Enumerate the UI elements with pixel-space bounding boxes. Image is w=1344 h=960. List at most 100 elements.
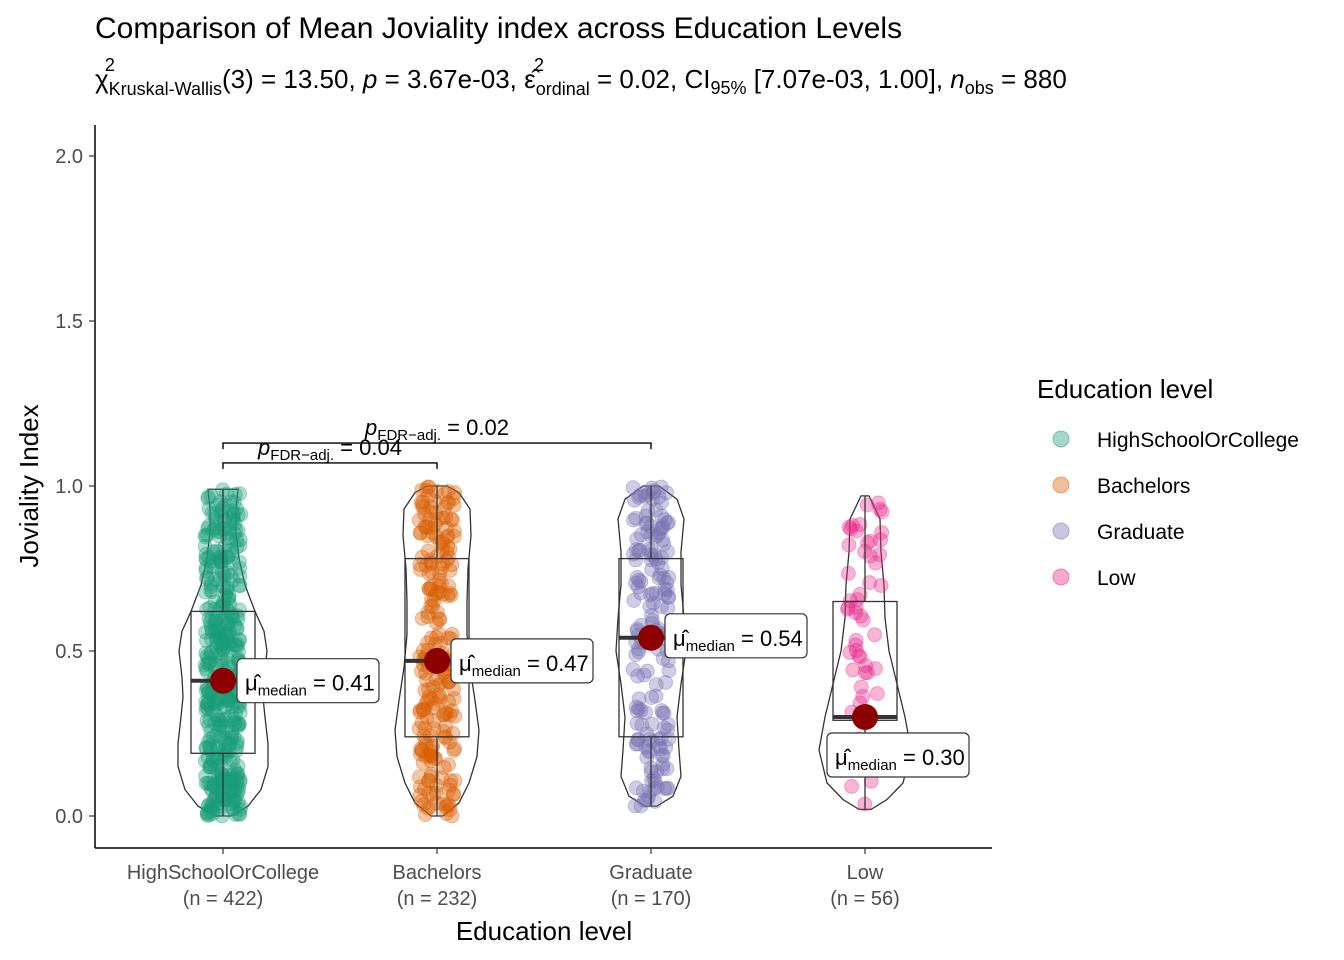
bracket-p-value: = 0.02 xyxy=(441,415,509,440)
data-point xyxy=(228,781,244,797)
data-point xyxy=(656,720,672,736)
data-point xyxy=(198,740,214,756)
data-point xyxy=(204,783,220,798)
data-point xyxy=(201,500,217,516)
data-point xyxy=(208,692,224,708)
data-point xyxy=(228,706,243,722)
data-point xyxy=(430,511,446,527)
data-point xyxy=(441,782,457,798)
data-point xyxy=(206,695,222,710)
data-point xyxy=(216,730,232,746)
data-point xyxy=(229,621,245,637)
data-point xyxy=(418,482,434,498)
data-point xyxy=(229,608,245,624)
data-point xyxy=(221,743,237,759)
data-point xyxy=(423,766,439,782)
data-point xyxy=(444,557,460,573)
df-text: (3) = 13.50, xyxy=(222,64,363,94)
data-point xyxy=(421,785,437,801)
data-point xyxy=(200,775,216,791)
data-point xyxy=(446,742,462,758)
legend-label-Graduate: Graduate xyxy=(1097,521,1185,544)
data-point xyxy=(421,566,437,581)
data-point xyxy=(220,548,236,564)
data-point xyxy=(203,759,219,775)
legend-label-Bachelors: Bachelors xyxy=(1097,475,1190,498)
data-point xyxy=(840,600,856,616)
data-point xyxy=(214,564,230,580)
data-point xyxy=(639,750,655,765)
data-point xyxy=(840,601,856,617)
data-point xyxy=(852,649,868,665)
effect-subscript: ordinal xyxy=(535,79,590,100)
data-point xyxy=(220,652,236,668)
data-point xyxy=(199,807,215,823)
data-point xyxy=(845,662,861,678)
data-point xyxy=(442,734,458,750)
data-point xyxy=(223,567,239,583)
data-point xyxy=(232,632,248,648)
data-point xyxy=(201,650,216,666)
data-point xyxy=(425,700,441,716)
data-point xyxy=(644,690,659,705)
data-point xyxy=(629,531,645,547)
legend: Education level HighSchoolOrCollege Bache… xyxy=(1037,374,1299,590)
data-point xyxy=(442,562,458,578)
data-point xyxy=(638,739,654,755)
data-point xyxy=(414,549,430,565)
data-point xyxy=(221,623,237,639)
data-point xyxy=(442,585,458,601)
data-point xyxy=(210,523,226,539)
data-point xyxy=(200,490,216,506)
data-point xyxy=(214,781,230,797)
data-point xyxy=(416,506,432,522)
data-point xyxy=(225,800,241,816)
data-point xyxy=(417,519,433,535)
data-point xyxy=(203,582,219,598)
data-point xyxy=(654,508,670,524)
data-point xyxy=(654,560,670,576)
data-point xyxy=(207,706,223,721)
data-point xyxy=(432,612,448,628)
data-point xyxy=(418,737,434,753)
data-point xyxy=(661,731,677,747)
data-point xyxy=(197,657,213,673)
data-point xyxy=(842,644,858,660)
data-point xyxy=(420,800,436,816)
data-point xyxy=(628,736,644,752)
x-tick-label-HighSchoolOrCollege: HighSchoolOrCollege xyxy=(127,862,319,884)
data-point xyxy=(441,797,457,813)
data-point xyxy=(648,551,664,567)
data-point xyxy=(212,552,228,568)
data-point xyxy=(432,692,448,708)
data-point xyxy=(429,604,445,620)
bracket-p-sub: FDR−adj. xyxy=(377,427,441,444)
data-point xyxy=(212,631,228,647)
data-point xyxy=(200,697,216,713)
data-point xyxy=(413,779,428,795)
data-point xyxy=(200,570,215,586)
data-point xyxy=(218,587,233,603)
data-point xyxy=(644,716,660,732)
data-point xyxy=(217,513,233,529)
data-point xyxy=(647,794,663,809)
data-point xyxy=(435,536,451,552)
data-point xyxy=(648,688,664,704)
data-point xyxy=(439,806,454,821)
data-point xyxy=(224,546,240,562)
data-point xyxy=(421,488,437,504)
data-point xyxy=(855,612,871,628)
data-point xyxy=(198,768,214,784)
data-point xyxy=(862,533,878,549)
median-label-HighSchoolOrCollege: μ̂median = 0.41 xyxy=(236,658,380,704)
data-point xyxy=(654,550,670,566)
data-point xyxy=(204,623,220,638)
median-label-symbol: μ̂ xyxy=(459,651,476,676)
data-point xyxy=(230,507,246,523)
data-point xyxy=(632,542,648,558)
data-point xyxy=(204,576,219,592)
data-point xyxy=(227,617,243,633)
data-point xyxy=(421,773,436,789)
data-point xyxy=(210,696,226,712)
data-point xyxy=(208,647,224,663)
